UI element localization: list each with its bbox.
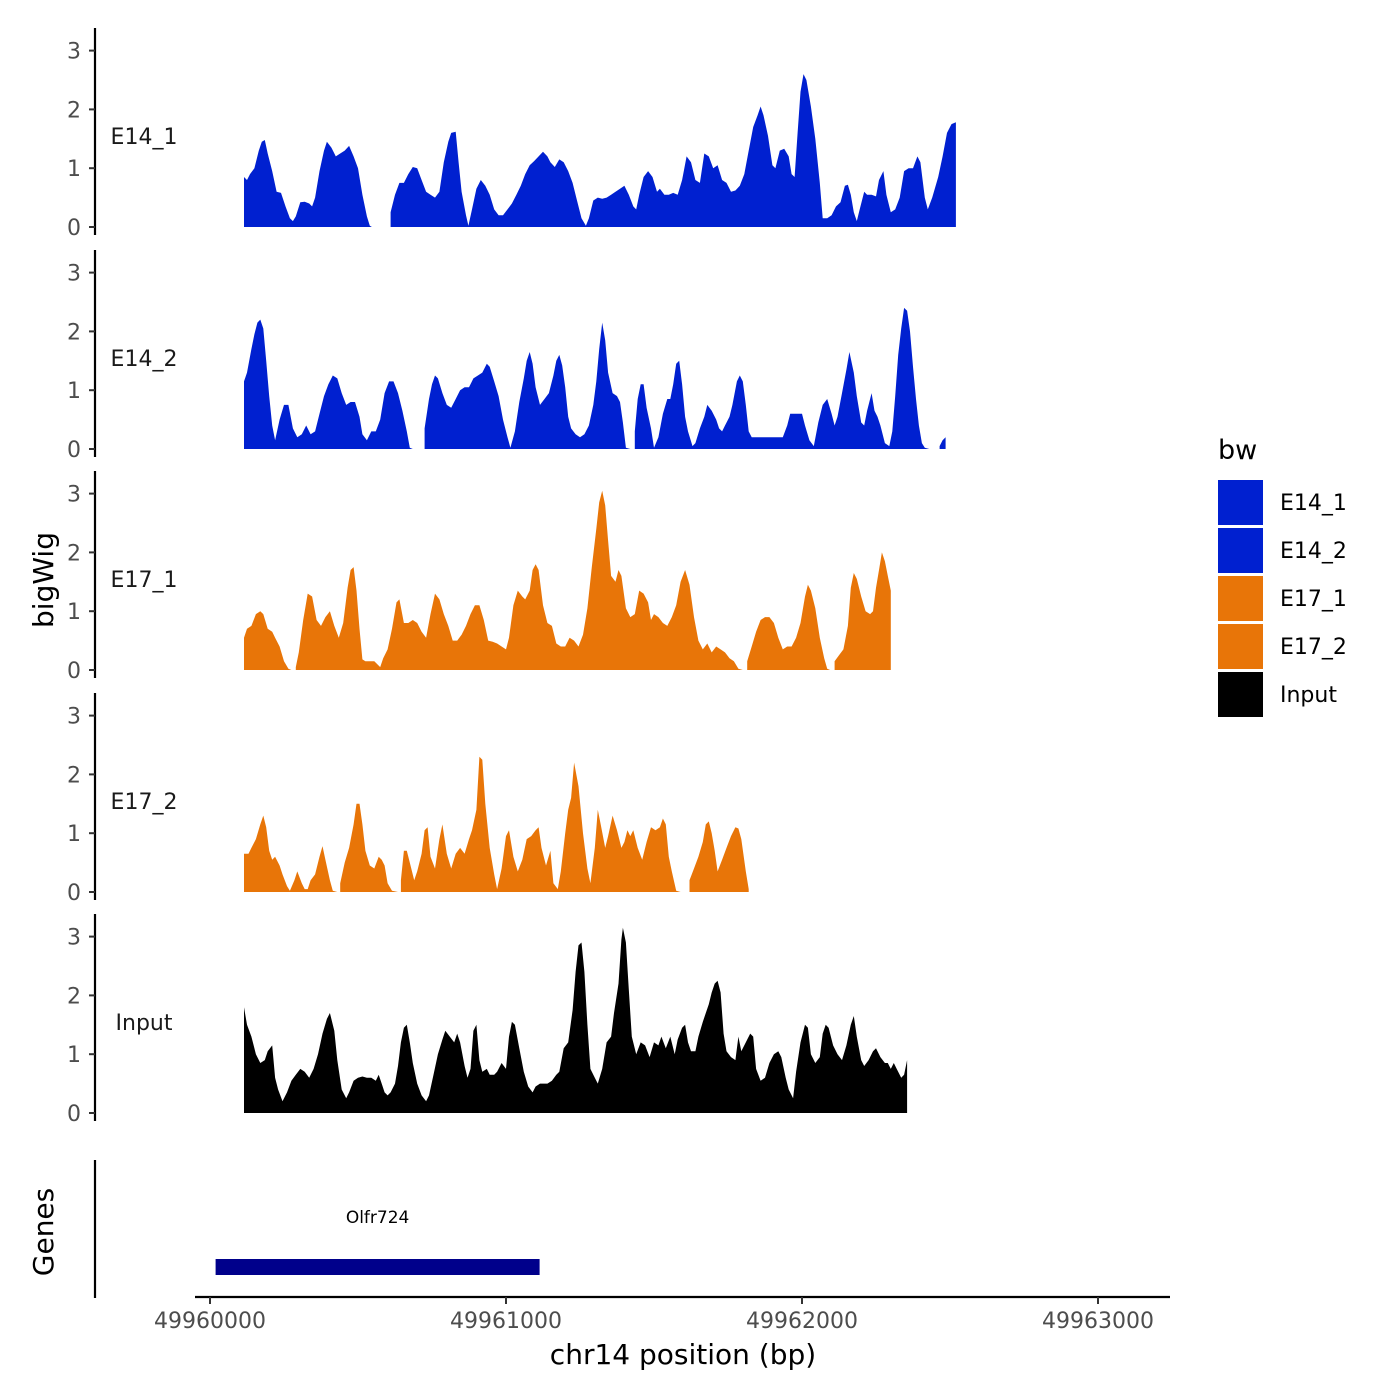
signal-area-E17_1 <box>244 490 891 670</box>
track-label: E17_2 <box>111 790 178 815</box>
gene-body-Olfr724 <box>215 1259 540 1275</box>
legend-title: bw <box>1218 435 1257 466</box>
y-tick-label: 3 <box>67 705 81 730</box>
track-label: Input <box>116 1011 173 1036</box>
y-tick-label: 0 <box>67 659 81 684</box>
x-tick-label: 49963000 <box>1042 1309 1154 1334</box>
y-axis-title: bigWig <box>27 532 60 628</box>
y-tick-label: 2 <box>67 541 81 566</box>
track-E14_2: 0 1 2 3 E14_2 <box>67 249 946 463</box>
y-tick-label: 2 <box>67 763 81 788</box>
y-tick-label: 3 <box>67 483 81 508</box>
y-tick-label: 1 <box>67 157 81 182</box>
track-label: E14_1 <box>111 125 178 150</box>
signal-area-Input <box>244 927 908 1113</box>
legend-label: E14_1 <box>1280 491 1347 516</box>
legend: bw E14_1 E14_2 E17_1 E17_2 Input <box>1218 435 1347 717</box>
legend-key-E17_2 <box>1218 624 1263 669</box>
y-tick-label: 3 <box>67 926 81 951</box>
y-tick-label: 0 <box>67 438 81 463</box>
legend-key-Input <box>1218 672 1263 717</box>
y-tick-label: 0 <box>67 216 81 241</box>
y-tick-label: 1 <box>67 1043 81 1068</box>
y-tick-label: 1 <box>67 379 81 404</box>
legend-key-E14_1 <box>1218 480 1263 525</box>
track-panels: 0 1 2 3 E14_1 0 1 2 3 E14_2 0 1 2 3 E17_1 0 1 2 3 E17_2 0 1 2 3… <box>67 27 956 1127</box>
track-E17_2: 0 1 2 3 E17_2 <box>67 692 749 906</box>
y-tick-label: 3 <box>67 40 81 65</box>
legend-label: E17_1 <box>1280 587 1347 612</box>
signal-area-E17_2 <box>244 756 749 892</box>
legend-key-E17_1 <box>1218 576 1263 621</box>
x-tick-label: 49961000 <box>450 1309 562 1334</box>
y-tick-label: 2 <box>67 98 81 123</box>
x-tick-label: 49960000 <box>154 1309 266 1334</box>
genes-track-title: Genes <box>27 1188 60 1276</box>
x-tick-label: 49962000 <box>746 1309 858 1334</box>
track-E17_1: 0 1 2 3 E17_1 <box>67 470 891 684</box>
track-Input: 0 1 2 3 Input <box>67 913 908 1127</box>
signal-area-E14_1 <box>244 74 956 227</box>
x-axis-title: chr14 position (bp) <box>550 1338 816 1371</box>
track-label: E17_1 <box>111 568 178 593</box>
y-tick-label: 0 <box>67 881 81 906</box>
y-tick-label: 1 <box>67 600 81 625</box>
legend-label: Input <box>1280 683 1337 708</box>
signal-area-E14_2 <box>244 307 946 449</box>
track-label: E14_2 <box>111 347 178 372</box>
y-tick-label: 0 <box>67 1102 81 1127</box>
legend-key-E14_2 <box>1218 528 1263 573</box>
y-tick-label: 3 <box>67 262 81 287</box>
track-E14_1: 0 1 2 3 E14_1 <box>67 27 956 241</box>
legend-label: E14_2 <box>1280 539 1347 564</box>
y-tick-label: 2 <box>67 984 81 1009</box>
x-axis: 49960000 49961000 49962000 49963000 <box>154 1295 1170 1334</box>
gene-track: Olfr724 <box>93 1160 540 1298</box>
gene-label: Olfr724 <box>346 1208 410 1228</box>
y-tick-label: 1 <box>67 822 81 847</box>
y-tick-label: 2 <box>67 320 81 345</box>
legend-label: E17_2 <box>1280 635 1347 660</box>
